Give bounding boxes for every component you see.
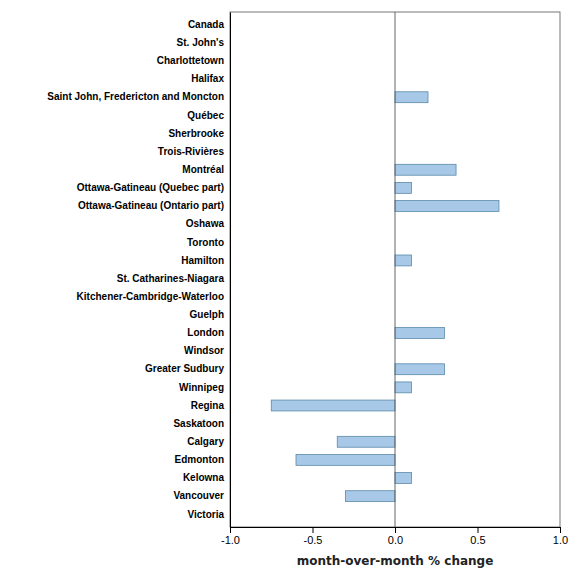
y-tick: Calgary bbox=[187, 436, 224, 447]
y-axis: Canada St. John's Charlottetown Halifax Sain… bbox=[47, 13, 230, 528]
bars bbox=[271, 92, 499, 502]
y-tick-label: Canada bbox=[188, 19, 225, 30]
y-tick: Hamilton bbox=[181, 255, 224, 266]
y-tick-label: Regina bbox=[191, 400, 225, 411]
x-tick-mark bbox=[478, 527, 479, 533]
x-axis-line bbox=[231, 528, 561, 534]
plot: -1.0 -0.5 0.0 0.5 1.0 Canada St. John's Charlot… bbox=[47, 12, 568, 546]
y-tick: Edmonton bbox=[175, 454, 224, 465]
y-axis-line bbox=[230, 13, 231, 528]
x-tick: -1.0 bbox=[221, 527, 240, 546]
y-tick-label: Halifax bbox=[191, 73, 224, 84]
y-tick: Regina bbox=[191, 400, 225, 411]
y-tick-label: St. Catharines-Niagara bbox=[117, 273, 225, 284]
bar bbox=[395, 164, 456, 175]
y-tick: Victoria bbox=[188, 509, 225, 520]
y-tick: Toronto bbox=[187, 236, 224, 247]
y-tick: Sherbrooke bbox=[168, 128, 224, 139]
y-tick: Montréal bbox=[182, 164, 224, 175]
y-tick-label: Hamilton bbox=[181, 255, 224, 266]
bar bbox=[395, 201, 499, 212]
y-tick-label: London bbox=[187, 327, 224, 338]
y-tick-label: Ottawa-Gatineau (Ontario part) bbox=[78, 200, 224, 211]
y-tick-label: Edmonton bbox=[175, 454, 224, 465]
bar bbox=[395, 328, 445, 339]
y-tick-label: Sherbrooke bbox=[168, 128, 224, 139]
y-tick-label: Victoria bbox=[188, 509, 225, 520]
bar bbox=[395, 182, 412, 193]
y-tick: Guelph bbox=[190, 309, 224, 320]
y-tick-label: Toronto bbox=[187, 236, 224, 247]
bar bbox=[346, 491, 396, 502]
y-tick-label: Trois-Rivières bbox=[158, 146, 225, 157]
chart: -1.0 -0.5 0.0 0.5 1.0 Canada St. John's Charlot… bbox=[0, 0, 580, 575]
y-tick: Trois-Rivières bbox=[158, 146, 225, 157]
y-tick: Greater Sudbury bbox=[145, 363, 224, 374]
y-tick: Kelowna bbox=[183, 472, 225, 483]
bar bbox=[395, 364, 445, 375]
y-tick-label: Ottawa-Gatineau (Quebec part) bbox=[77, 182, 224, 193]
y-tick-label: Saskatoon bbox=[173, 418, 224, 429]
y-tick-label: Calgary bbox=[187, 436, 224, 447]
bar bbox=[395, 382, 412, 393]
y-tick: St. John's bbox=[177, 37, 225, 48]
bar bbox=[395, 92, 428, 103]
y-tick-label: Windsor bbox=[184, 345, 224, 356]
y-tick-label: Oshawa bbox=[186, 218, 225, 229]
y-tick: Canada bbox=[188, 19, 225, 30]
x-tick-label: -0.5 bbox=[304, 534, 323, 546]
bar bbox=[395, 255, 412, 266]
y-tick-label: Greater Sudbury bbox=[145, 363, 224, 374]
x-axis-title: month-over-month % change bbox=[297, 554, 494, 568]
y-tick-label: Kitchener-Cambridge-Waterloo bbox=[77, 291, 224, 302]
x-tick-mark bbox=[230, 527, 231, 533]
frame bbox=[230, 12, 560, 527]
x-tick: -0.5 bbox=[304, 527, 323, 546]
bar bbox=[337, 436, 395, 447]
y-tick-label: Guelph bbox=[190, 309, 224, 320]
x-tick-label: 0.5 bbox=[470, 534, 485, 546]
y-tick-label: Charlottetown bbox=[157, 55, 224, 66]
y-tick-label: Kelowna bbox=[183, 472, 225, 483]
y-tick: St. Catharines-Niagara bbox=[117, 273, 225, 284]
x-tick-mark bbox=[560, 527, 561, 533]
y-tick-label: Vancouver bbox=[173, 490, 224, 501]
y-tick-label: Winnipeg bbox=[179, 382, 224, 393]
y-tick: Charlottetown bbox=[157, 55, 224, 66]
y-tick: Ottawa-Gatineau (Ontario part) bbox=[78, 200, 224, 211]
y-tick-label: Montréal bbox=[182, 164, 224, 175]
x-tick-mark bbox=[395, 527, 396, 533]
y-tick: Halifax bbox=[191, 73, 224, 84]
y-tick: Saint John, Fredericton and Moncton bbox=[47, 91, 224, 102]
x-tick-mark bbox=[313, 527, 314, 533]
y-tick: Saskatoon bbox=[173, 418, 224, 429]
bar bbox=[271, 400, 395, 411]
y-tick-label: St. John's bbox=[177, 37, 225, 48]
y-tick: Ottawa-Gatineau (Quebec part) bbox=[77, 182, 224, 193]
x-tick-label: -1.0 bbox=[221, 534, 240, 546]
bar bbox=[395, 473, 412, 484]
x-tick: 0.0 bbox=[388, 527, 403, 546]
baseline bbox=[395, 12, 396, 527]
y-tick: Oshawa bbox=[186, 218, 225, 229]
y-tick: Vancouver bbox=[173, 490, 224, 501]
y-tick: Windsor bbox=[184, 345, 224, 356]
bar bbox=[296, 454, 395, 465]
x-tick-label: 0.0 bbox=[388, 534, 403, 546]
x-tick-label: 1.0 bbox=[553, 534, 568, 546]
y-tick: London bbox=[187, 327, 224, 338]
x-tick: 1.0 bbox=[553, 527, 568, 546]
y-tick: Winnipeg bbox=[179, 382, 224, 393]
y-tick-label: Saint John, Fredericton and Moncton bbox=[47, 91, 224, 102]
x-axis: -1.0 -0.5 0.0 0.5 1.0 bbox=[221, 527, 568, 546]
x-tick: 0.5 bbox=[470, 527, 485, 546]
y-tick: Québec bbox=[187, 110, 224, 121]
y-tick: Kitchener-Cambridge-Waterloo bbox=[77, 291, 224, 302]
y-tick-label: Québec bbox=[187, 110, 224, 121]
